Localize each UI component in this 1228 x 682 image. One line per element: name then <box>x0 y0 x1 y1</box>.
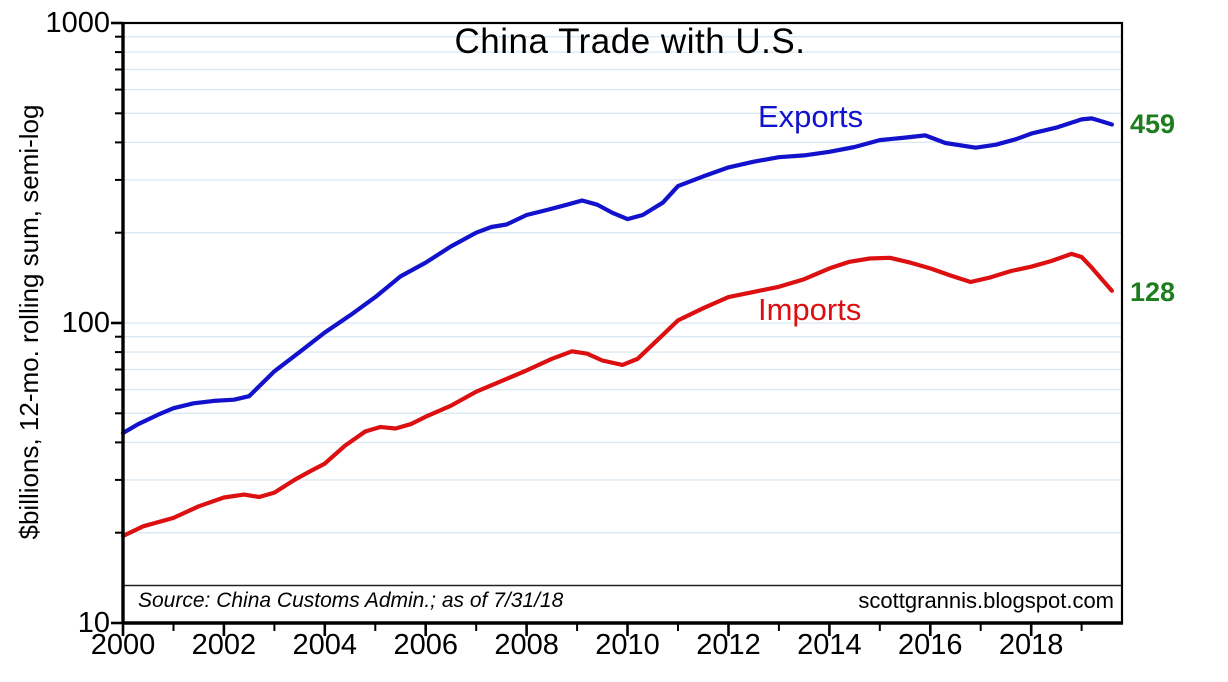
x-tick-label: 2018 <box>998 629 1064 661</box>
x-tick-label: 2008 <box>494 629 559 661</box>
x-tick-label: 2006 <box>393 629 458 661</box>
end-value-exports: 459 <box>1130 109 1176 139</box>
series-line-imports <box>120 251 1114 539</box>
x-tick-label: 2004 <box>292 629 358 661</box>
x-tick-label: 2012 <box>696 629 761 661</box>
x-tick-label: 2000 <box>90 629 156 661</box>
x-tick-label: 2010 <box>595 629 660 661</box>
x-tick-label: 2002 <box>191 629 257 661</box>
source-note: Source: China Customs Admin.; as of 7/31… <box>138 589 564 612</box>
x-tick-label: 2014 <box>797 629 862 661</box>
y-tick-label: 100 <box>61 307 110 339</box>
end-value-imports: 128 <box>1130 277 1176 307</box>
chart-title: China Trade with U.S. <box>454 22 806 61</box>
credit-url: scottgrannis.blogspot.com <box>858 588 1114 613</box>
series-line-exports <box>120 116 1114 436</box>
legend-label-imports: Imports <box>758 292 862 327</box>
y-tick-label: 1000 <box>45 7 110 39</box>
x-tick-label: 2016 <box>898 629 963 661</box>
y-tick-label: 10 <box>77 607 110 639</box>
legend-label-exports: Exports <box>758 99 864 134</box>
